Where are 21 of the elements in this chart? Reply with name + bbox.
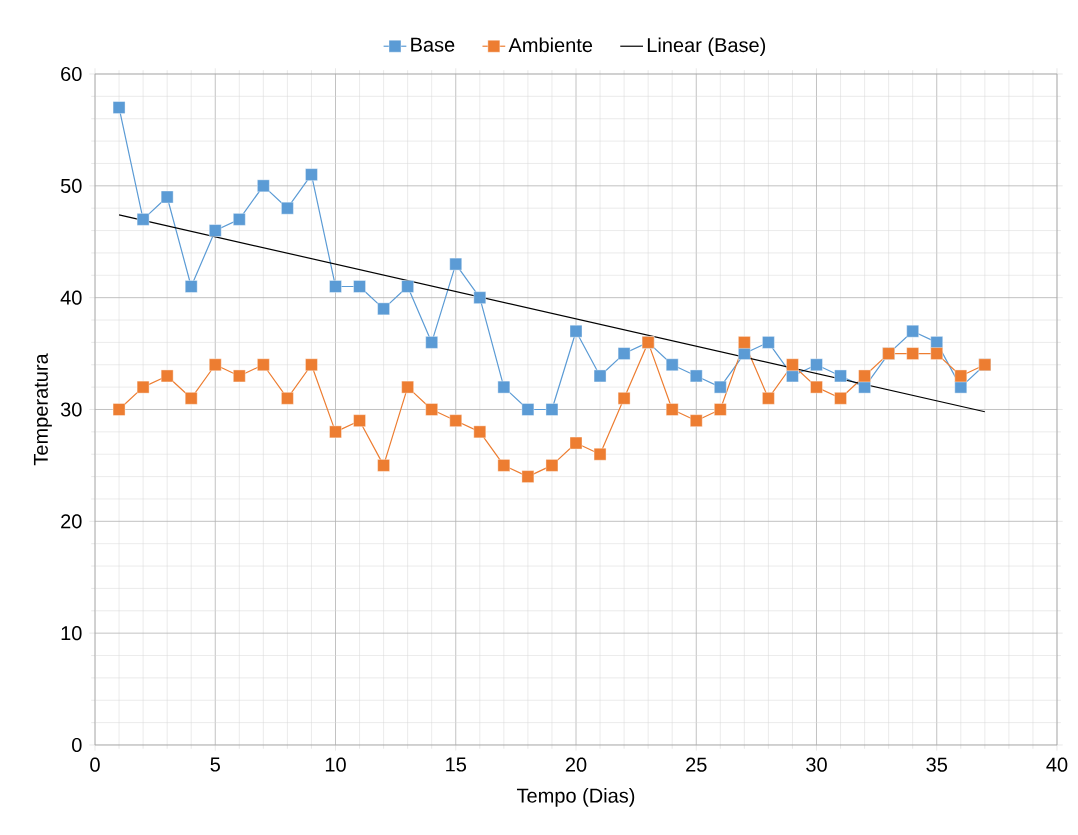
x-tick-label: 5	[210, 757, 220, 772]
x-tick-label: 0	[90, 757, 100, 772]
x-tick-label: 25	[686, 757, 707, 772]
y-tick-label: 30	[60, 402, 82, 417]
x-tick-label: 30	[806, 757, 827, 772]
x-tick-label: 40	[1046, 757, 1068, 772]
y-tick-label: 60	[61, 66, 82, 82]
y-tick-label: 20	[61, 514, 82, 529]
y-tick-label: 40	[60, 290, 82, 305]
x-tick-label: 15	[446, 757, 467, 772]
y-axis-title: Temperatura	[33, 353, 52, 466]
y-tick-label: 10	[61, 626, 82, 641]
y-tick-label: 50	[60, 178, 82, 193]
legend-label: Linear (Base)	[647, 37, 766, 57]
x-axis-title: Tempo (Dias)	[516, 788, 635, 807]
legend-label: Base	[411, 37, 455, 52]
x-tick-label: 20	[565, 757, 587, 772]
x-tick-label: 35	[926, 757, 948, 772]
y-tick-label: 0	[72, 737, 82, 753]
x-tick-label: 10	[325, 757, 346, 772]
legend-label: Ambiente	[508, 37, 593, 53]
